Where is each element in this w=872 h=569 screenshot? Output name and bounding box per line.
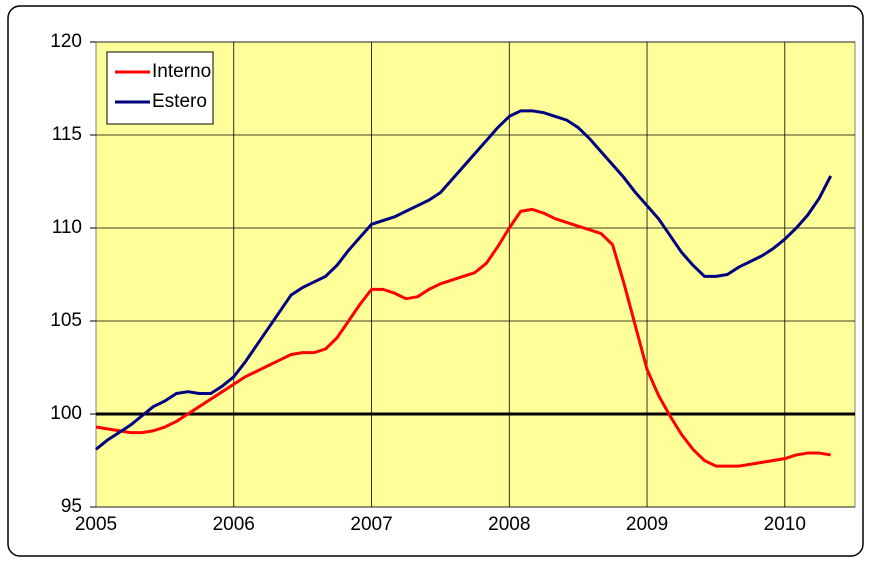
legend-label: Estero	[152, 91, 207, 112]
y-tick-label: 95	[61, 496, 82, 517]
legend-box	[106, 51, 214, 125]
x-tick-label: 2006	[213, 514, 255, 535]
y-tick-label: 105	[50, 310, 82, 331]
y-tick-label: 115	[52, 124, 82, 145]
y-tick-label: 100	[50, 403, 82, 424]
x-tick-label: 2007	[350, 514, 392, 535]
y-tick-label: 110	[52, 217, 82, 238]
series-line	[95, 109, 833, 451]
x-tick-label: 2009	[626, 514, 668, 535]
x-tick-label: 2005	[75, 514, 117, 535]
series-line	[95, 207, 831, 468]
y-tick-label: 120	[50, 31, 82, 52]
legend-label: Interno	[152, 61, 211, 82]
x-tick-label: 2008	[488, 514, 530, 535]
x-tick-label: 2010	[764, 514, 806, 535]
